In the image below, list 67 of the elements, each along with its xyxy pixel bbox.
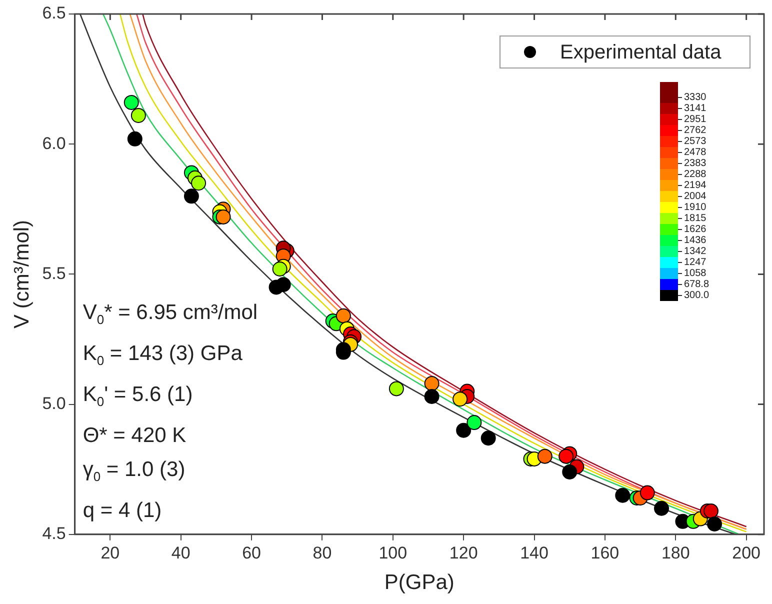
point (184, 188, 199, 204)
y-tick-label: 5.5 (42, 264, 66, 283)
x-tick-label: 60 (242, 543, 262, 562)
category-label: 2288 (684, 169, 706, 180)
category-label: 3141 (684, 103, 706, 114)
x-tick-label: 160 (590, 543, 620, 562)
point (456, 422, 472, 438)
point (130, 108, 146, 123)
category-label: 2004 (684, 191, 706, 202)
y-tick-label: 5.0 (42, 394, 66, 413)
point (191, 176, 206, 191)
category-label: 1436 (684, 235, 706, 246)
y-tick-label: 6.0 (42, 134, 66, 153)
category-label: 2478 (684, 147, 706, 158)
y-axis-title: V (cm³/mol) (10, 220, 34, 328)
point (707, 516, 722, 532)
x-axis-title: P(GPa) (384, 571, 454, 594)
legend-label: Experimental data (560, 42, 722, 64)
category-label: 300.0 (684, 290, 710, 301)
y-tick-label: 4.5 (42, 524, 66, 544)
x-tick-label: 140 (520, 543, 548, 562)
point (272, 261, 288, 276)
category-label: 2762 (684, 125, 706, 136)
category-label: 1910 (684, 202, 706, 213)
annotation: V$_{0}$* = 6.95 cm³/mol (82, 300, 258, 329)
point (562, 464, 578, 480)
point (336, 308, 351, 324)
category-label: 2383 (684, 158, 706, 169)
point (537, 448, 552, 464)
point (452, 392, 468, 407)
annotation: Θ* = 420 K (82, 423, 188, 450)
category-label: 3330 (684, 92, 706, 103)
annotation: q = 4 (1) (82, 498, 163, 524)
annotation: γ$_{0}$ = 1.0 (3) (82, 457, 186, 486)
category-label: 1342 (684, 246, 706, 257)
annotation: K$_{0}$' = 5.6 (1) (82, 382, 194, 412)
point (615, 488, 630, 503)
category-label: 678.8 (684, 279, 710, 290)
point (424, 388, 440, 404)
point (466, 415, 482, 430)
category-label: 1247 (684, 257, 706, 268)
category-label: 2573 (684, 136, 706, 147)
x-tick-label: 200 (732, 543, 761, 562)
x-tick-label: 80 (312, 543, 332, 562)
point (480, 430, 496, 446)
x-tick-label: 40 (171, 543, 190, 562)
point (388, 381, 404, 396)
y-tick-label: 6.5 (42, 4, 66, 23)
category-label: 2194 (684, 180, 706, 191)
category-label: 1815 (684, 213, 706, 224)
x-tick-label: 20 (100, 543, 120, 562)
x-tick-label: 120 (449, 543, 478, 562)
x-tick-label: 180 (661, 543, 690, 562)
point (424, 376, 440, 391)
annotation: K$_{0}$ = 143 (3) GPa (82, 340, 244, 370)
point (127, 131, 142, 146)
point (703, 503, 718, 518)
point (654, 500, 670, 516)
point (124, 94, 139, 110)
x-tick-label: 100 (378, 543, 408, 562)
point (558, 448, 574, 464)
category-label: 1626 (684, 224, 706, 235)
category-label: 2951 (684, 114, 706, 125)
point (276, 277, 291, 292)
point (216, 209, 231, 224)
point (640, 485, 655, 500)
category-label: 1058 (684, 268, 706, 279)
